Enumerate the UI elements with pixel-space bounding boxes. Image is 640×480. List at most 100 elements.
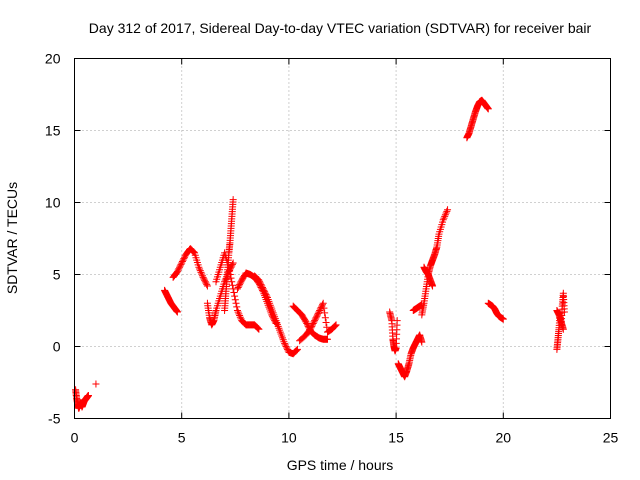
- data-point: [233, 307, 241, 314]
- data-point: [201, 278, 209, 286]
- data-point: [196, 265, 204, 273]
- data-point: [178, 259, 186, 267]
- data-points: [72, 96, 568, 412]
- y-tick-label: 0: [53, 339, 61, 355]
- y-tick-label: 20: [45, 51, 61, 67]
- data-point: [221, 276, 229, 284]
- data-point: [332, 321, 340, 329]
- data-point: [323, 323, 331, 331]
- data-point: [314, 309, 322, 317]
- data-point: [393, 317, 401, 325]
- data-point: [203, 282, 211, 290]
- data-point: [202, 279, 210, 287]
- series-segment-7: [212, 249, 263, 333]
- series-segment-11: [296, 299, 340, 345]
- data-point: [321, 314, 329, 322]
- data-point: [231, 292, 239, 300]
- data-point: [311, 317, 319, 325]
- data-point: [261, 288, 269, 296]
- y-tick-label: 5: [53, 267, 61, 283]
- series-segment-3: [161, 286, 181, 316]
- data-point: [198, 272, 206, 280]
- data-point: [282, 343, 290, 350]
- data-point: [231, 296, 239, 304]
- data-point: [293, 346, 301, 354]
- series-segment-1: [72, 386, 92, 412]
- series-segment-18: [484, 299, 507, 323]
- data-point: [236, 312, 244, 320]
- data-point: [283, 344, 291, 352]
- chart-title: Day 312 of 2017, Sidereal Day-to-day VTE…: [89, 20, 592, 36]
- x-tick-label: 20: [496, 430, 512, 446]
- data-point: [197, 268, 205, 276]
- data-point: [227, 274, 235, 282]
- data-point: [315, 308, 323, 316]
- data-point: [319, 299, 327, 307]
- data-point: [203, 281, 211, 289]
- data-point: [199, 273, 207, 281]
- data-point: [308, 321, 316, 329]
- data-point: [293, 345, 301, 353]
- data-point: [303, 319, 311, 327]
- data-point: [256, 279, 264, 287]
- series-segment-17: [463, 96, 492, 142]
- data-point: [261, 289, 269, 297]
- data-point: [234, 308, 242, 316]
- series-segment-13: [394, 331, 426, 381]
- data-point: [440, 214, 448, 222]
- data-point: [181, 253, 189, 261]
- series-segment-4: [169, 245, 211, 290]
- data-point: [232, 299, 240, 307]
- data-point: [258, 282, 266, 290]
- data-point: [484, 105, 492, 113]
- data-point: [233, 285, 241, 293]
- data-point: [318, 301, 326, 309]
- data-point: [321, 309, 329, 317]
- data-point: [173, 268, 181, 276]
- data-point: [262, 291, 270, 299]
- data-point: [230, 289, 238, 296]
- data-point: [228, 262, 236, 270]
- data-point: [257, 281, 265, 289]
- grid-lines: [74, 58, 611, 419]
- data-point: [229, 196, 237, 204]
- data-point: [316, 305, 324, 313]
- data-point: [331, 322, 339, 330]
- data-point: [443, 207, 451, 215]
- y-tick-label: 10: [45, 195, 61, 211]
- data-point: [323, 335, 331, 343]
- data-point: [234, 283, 242, 291]
- data-point: [179, 256, 187, 264]
- data-point: [173, 308, 181, 316]
- data-point: [226, 271, 234, 278]
- data-point: [313, 311, 321, 319]
- data-point: [258, 283, 266, 291]
- data-point: [441, 212, 449, 220]
- series-segment-9: [251, 272, 301, 358]
- data-point: [322, 319, 330, 326]
- data-point: [189, 247, 197, 255]
- data-point: [429, 282, 437, 290]
- data-point: [263, 292, 271, 300]
- data-point: [228, 281, 236, 289]
- data-point: [177, 260, 185, 268]
- x-tick-label: 5: [178, 430, 186, 446]
- data-point: [444, 206, 452, 214]
- data-point: [228, 278, 236, 286]
- data-point: [560, 308, 568, 316]
- data-point: [311, 315, 319, 323]
- data-point: [331, 322, 339, 330]
- y-tick-label: 15: [45, 123, 61, 139]
- data-point: [195, 263, 203, 271]
- y-tick-label: -5: [48, 411, 61, 427]
- plot-frame: [74, 58, 611, 419]
- data-point: [418, 338, 426, 346]
- data-point: [198, 270, 206, 278]
- data-point: [92, 380, 100, 388]
- data-point: [255, 325, 263, 333]
- y-tick-labels: -5 0 5 10 15 20: [45, 51, 61, 427]
- data-point: [442, 209, 450, 217]
- data-point: [200, 275, 208, 283]
- data-point: [309, 319, 317, 327]
- data-point: [201, 276, 209, 284]
